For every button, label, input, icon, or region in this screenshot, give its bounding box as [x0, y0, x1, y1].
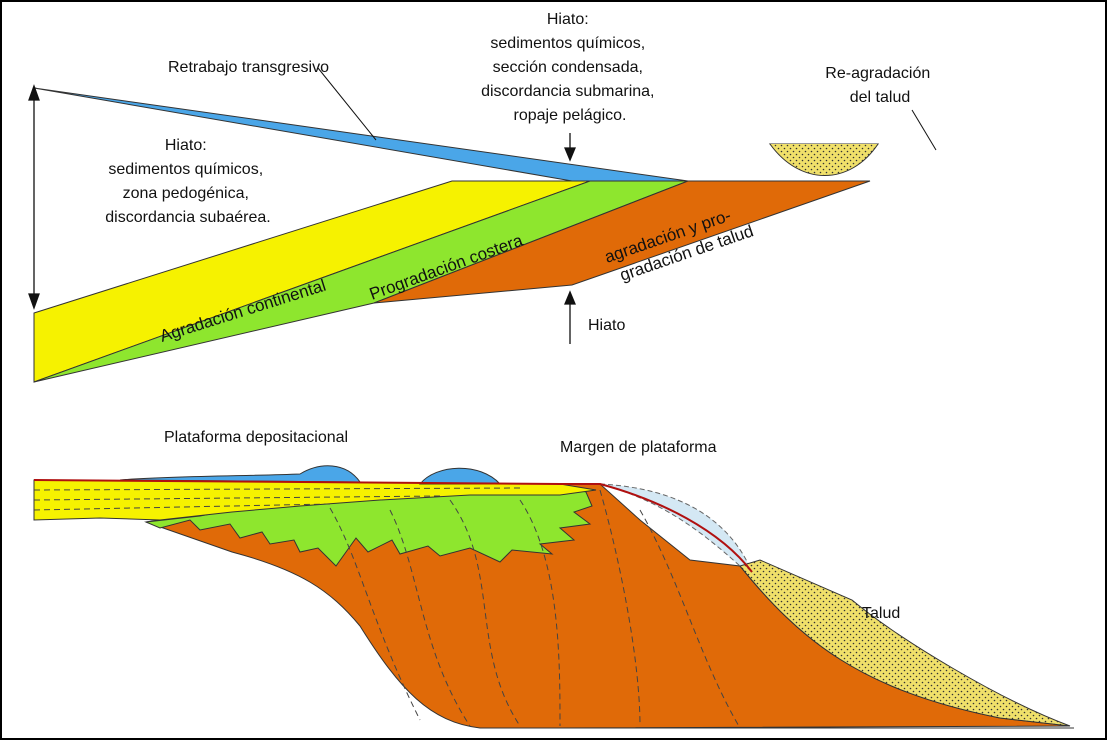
- hiato-top-label: Hiato: sedimentos químicos, sección cond…: [481, 11, 659, 124]
- slope-sand-body: [739, 559, 1071, 727]
- reagradacion-leader-line: [911, 109, 937, 151]
- margen-plataforma-label: Margen de plataforma: [560, 439, 717, 456]
- retrabajo-label: Retrabajo transgresivo: [168, 59, 329, 76]
- retrabajo-leader-line: [317, 67, 377, 141]
- transgressive-rework-wedge: [33, 87, 689, 182]
- platform-dashed-strata: [33, 487, 521, 511]
- vertical-double-arrow: [28, 84, 40, 310]
- hiato-left-label: Hiato: sedimentos químicos, zona pedogén…: [105, 137, 270, 226]
- reagradacion-label: Re-agradación del talud: [825, 65, 934, 106]
- slope-reaggradation-lens-curve: [769, 143, 879, 176]
- slope-dashed-clinoforms: [329, 489, 741, 729]
- hiato-top-arrow: [564, 133, 576, 162]
- platform-yellow-strata: [33, 479, 597, 521]
- talud-label: Talud: [862, 605, 900, 622]
- platform-blue-mound-2: [418, 467, 502, 485]
- slope-aggradation-wedge: [373, 180, 871, 304]
- hiato-bottom-label: Hiato: [588, 317, 625, 334]
- plataforma-depositacional-label: Plataforma depositacional: [164, 429, 348, 446]
- hiato-bottom-arrow: [564, 290, 576, 344]
- platform-blue-mound-1: [119, 465, 361, 483]
- platform-top-surface: [33, 479, 753, 573]
